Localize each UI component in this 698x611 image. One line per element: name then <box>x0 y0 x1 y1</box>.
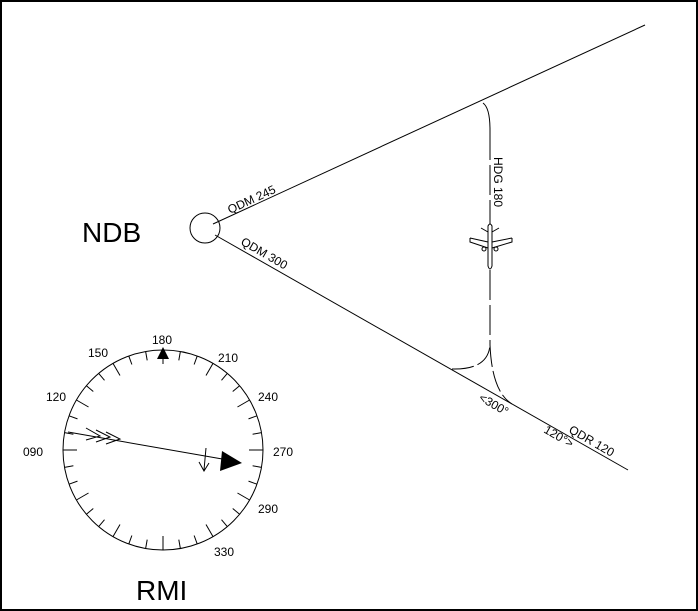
tick <box>64 465 74 468</box>
inbound-track <box>212 24 646 225</box>
turn-left <box>451 344 491 370</box>
tick <box>86 385 94 392</box>
tick <box>205 524 214 537</box>
tick <box>68 480 78 485</box>
ndb-symbol <box>189 212 221 244</box>
tick <box>64 432 74 435</box>
rmi-ticks <box>63 350 263 550</box>
turn-right <box>489 344 513 405</box>
tick <box>112 363 121 376</box>
tick <box>237 492 250 501</box>
second-needle <box>198 447 210 472</box>
turn-top <box>482 102 491 131</box>
tick <box>98 373 105 381</box>
tick <box>232 385 240 392</box>
scale-label: 290 <box>258 502 278 516</box>
tick <box>76 492 89 501</box>
track-label: HDG 180 <box>491 157 505 207</box>
tick <box>248 480 258 485</box>
tick <box>145 539 148 549</box>
scale-label: 240 <box>258 390 278 404</box>
tick <box>98 519 105 527</box>
scale-label: 090 <box>23 445 43 459</box>
tick <box>76 399 89 408</box>
scale-label: 180 <box>152 333 172 347</box>
scale-label: 330 <box>214 545 234 559</box>
tick <box>232 508 240 515</box>
tick <box>248 415 258 420</box>
tick <box>252 432 262 435</box>
outbound-track <box>214 234 629 471</box>
lubber-mark <box>157 347 169 359</box>
tick <box>68 415 78 420</box>
tick <box>128 535 133 545</box>
tick <box>112 524 121 537</box>
tick <box>221 373 228 381</box>
tick <box>237 399 250 408</box>
tick <box>205 363 214 376</box>
aircraft <box>469 223 513 270</box>
scale-label: 120 <box>46 390 66 404</box>
ndb-label: NDB <box>82 217 141 248</box>
scale-label: 150 <box>88 346 108 360</box>
tick <box>193 535 198 545</box>
tick <box>221 519 228 527</box>
tick <box>252 465 262 468</box>
needle-tail <box>85 427 122 445</box>
scale-label: 270 <box>273 445 293 459</box>
tick <box>128 355 133 365</box>
tick <box>193 355 198 365</box>
scale-label: 210 <box>218 351 238 365</box>
tick <box>86 508 94 515</box>
needle <box>67 431 229 461</box>
tick <box>178 351 181 361</box>
tick <box>145 351 148 361</box>
tick <box>178 539 181 549</box>
rmi-label: RMI <box>136 575 187 606</box>
needle-head <box>220 451 242 471</box>
